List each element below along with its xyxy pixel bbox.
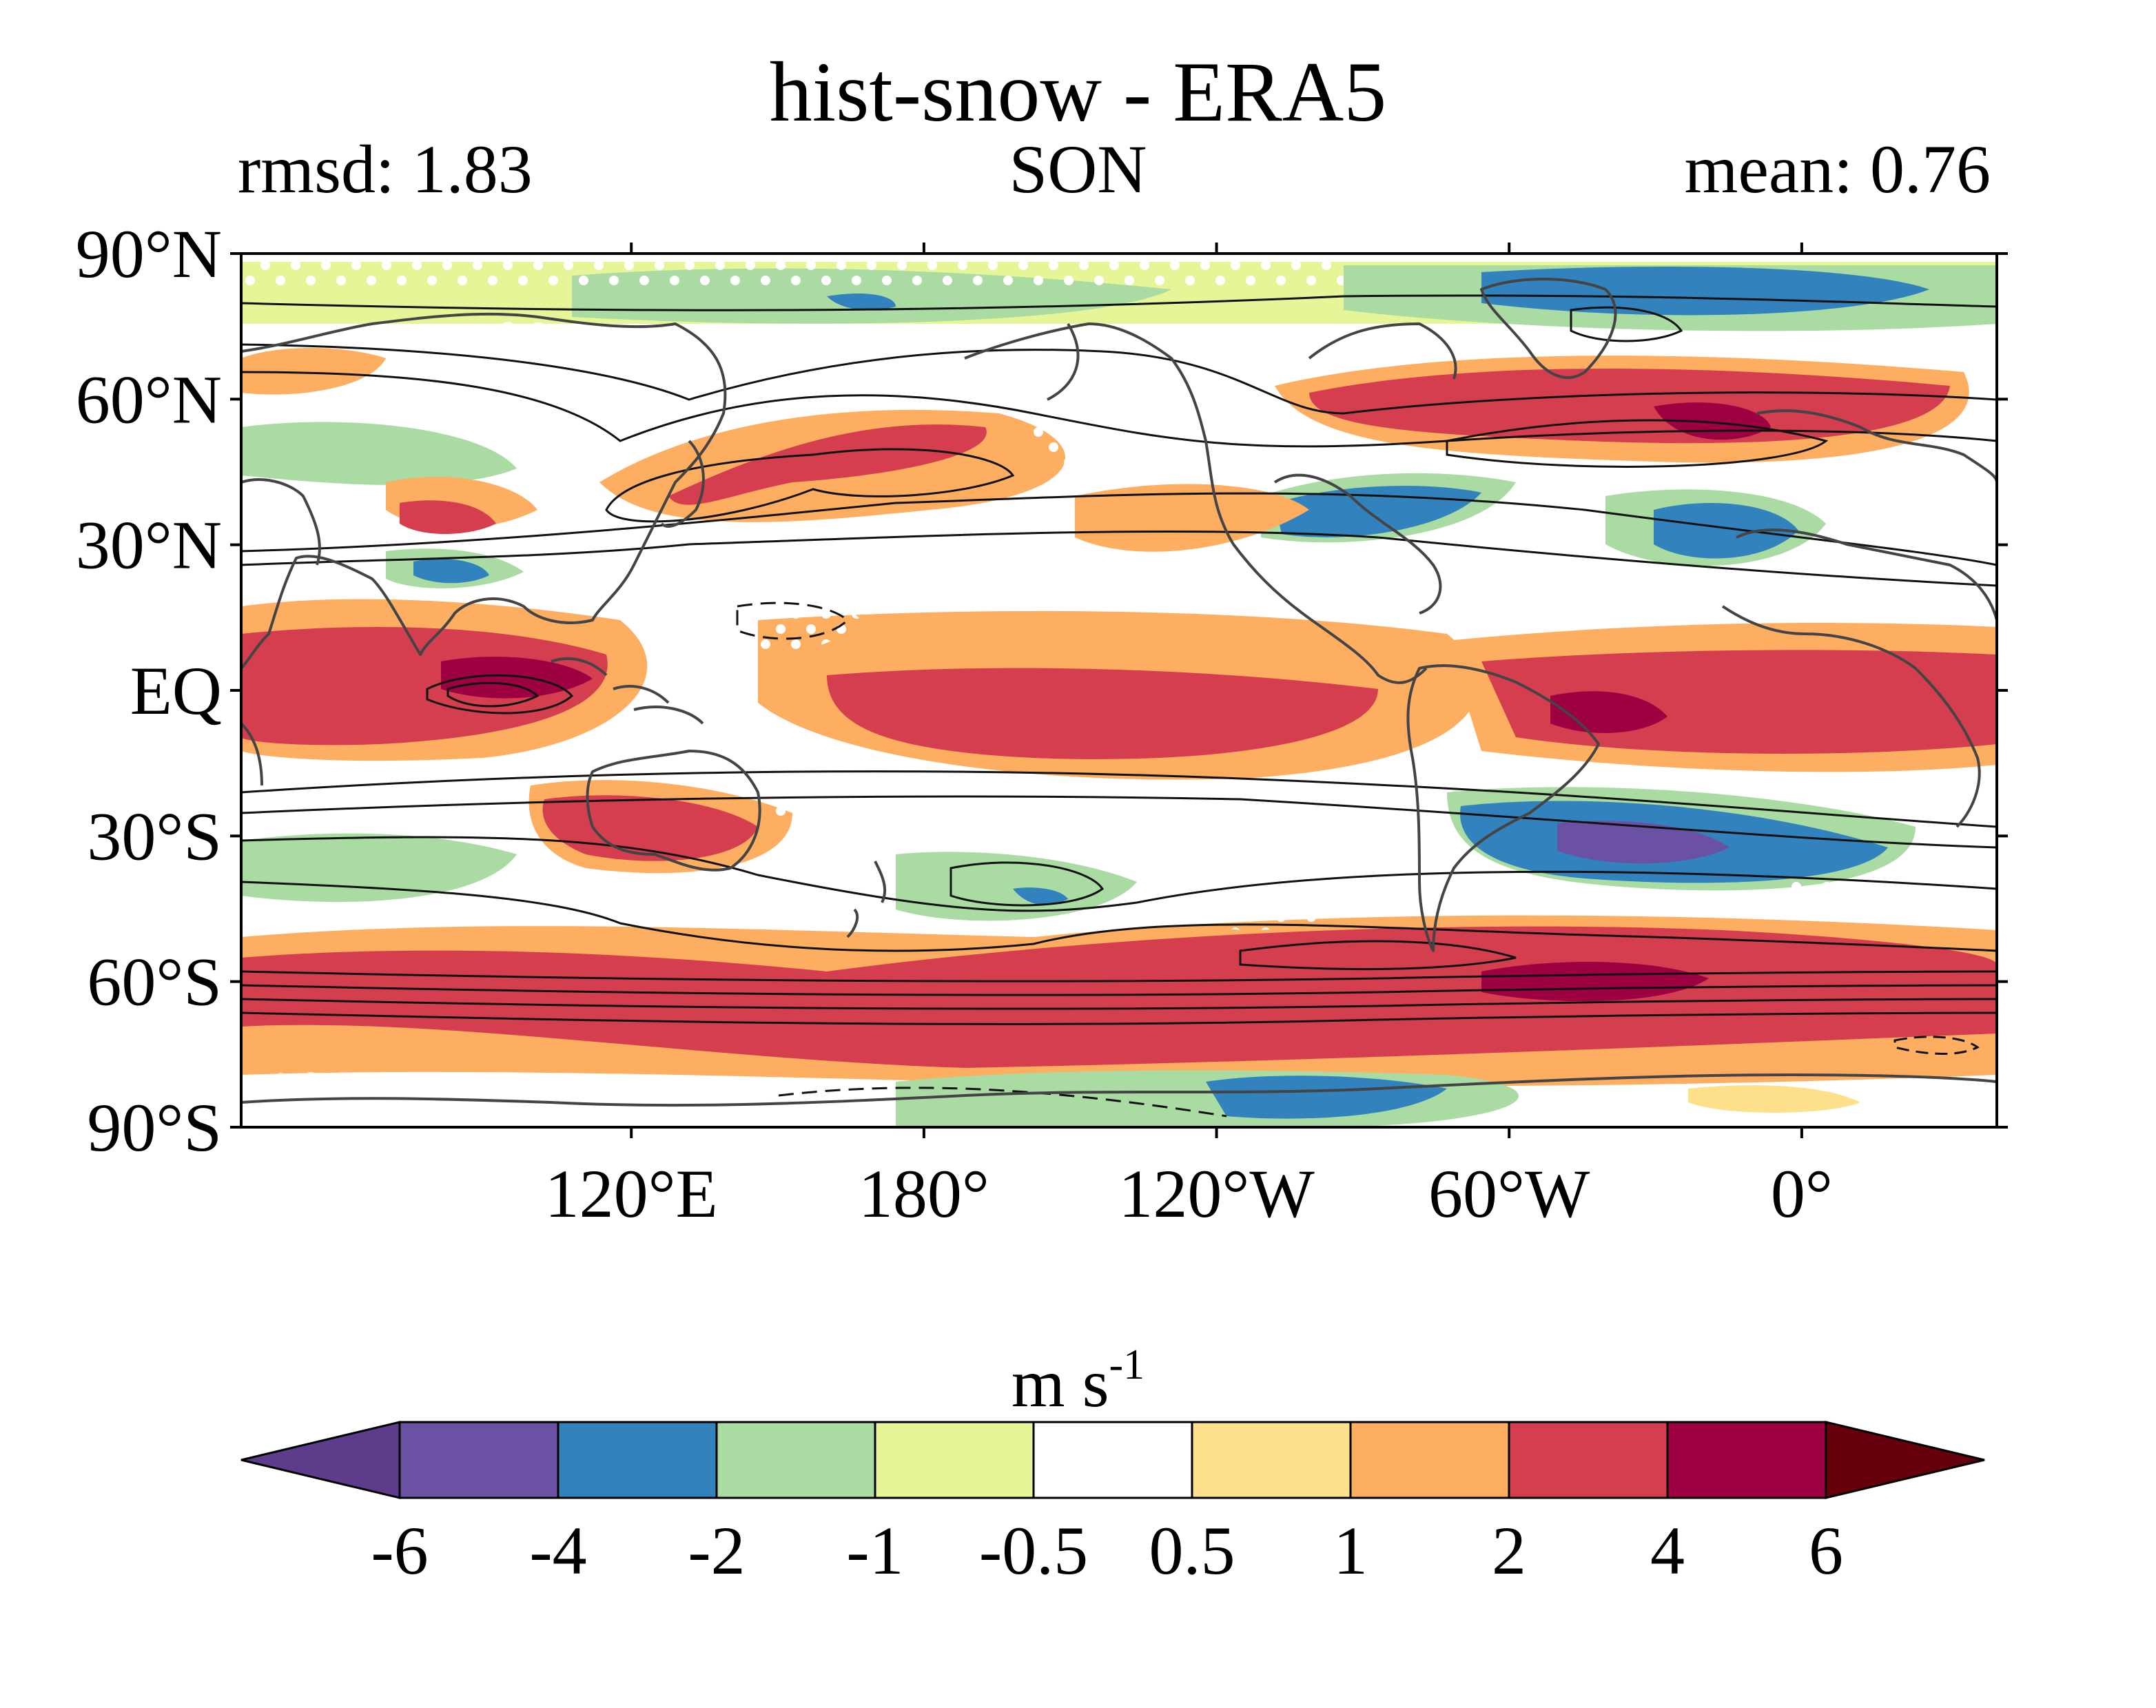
colorbar-tick-label: -0.5 <box>979 1512 1088 1589</box>
lat-label: 60°N <box>76 361 222 438</box>
shade-pac-red <box>827 668 1378 759</box>
shade-asia-green <box>241 422 517 485</box>
colorbar-swatch <box>1349 1421 1510 1499</box>
shade-io-darkred <box>441 657 593 699</box>
colorbar-swatch <box>557 1421 718 1499</box>
colorbar-tick-label: 4 <box>1650 1512 1685 1589</box>
shade-so-darkred <box>1481 962 1709 1002</box>
colorbar-tick-label: 2 <box>1492 1512 1526 1589</box>
colorbar-swatch <box>398 1421 559 1499</box>
shade-natl-blue <box>1654 503 1798 559</box>
lat-label: 30°N <box>76 507 222 584</box>
colorbar-tick-label: -1 <box>846 1512 903 1589</box>
lat-label: 60°S <box>87 944 222 1020</box>
colorbar-tick-label: 1 <box>1333 1512 1368 1589</box>
colorbar-units: m s-1 <box>1011 1341 1145 1421</box>
shade-greenland-blue <box>1481 267 1929 316</box>
coastlines <box>241 278 1997 1107</box>
colorbar-labels: -6 -4 -2 -1 -0.5 0.5 1 2 4 6 <box>371 1512 1843 1589</box>
shade-io-red <box>241 627 608 745</box>
shade-natl-red <box>1309 369 1950 444</box>
shade-arctic-blue-small <box>827 293 896 310</box>
lon-label: 0° <box>1771 1155 1833 1232</box>
axis-ticks <box>230 243 2008 1138</box>
lat-label: EQ <box>130 652 222 729</box>
colorbar-extend-low <box>240 1421 401 1499</box>
colorbar-tick-label: 0.5 <box>1149 1512 1235 1589</box>
shade-spac-blue <box>1013 887 1068 905</box>
colorbar-swatch <box>874 1421 1035 1499</box>
lon-label: 180° <box>859 1155 989 1232</box>
latitude-labels: 90°N 60°N 30°N EQ 30°S 60°S 90°S <box>76 216 222 1166</box>
colorbar-swatch <box>1508 1421 1669 1499</box>
colorbar-tick-label: 6 <box>1809 1512 1843 1589</box>
lat-label: 30°S <box>87 798 222 874</box>
climatology-contours <box>241 294 1997 1118</box>
shade-india-blue <box>413 559 489 584</box>
shade-npac-red <box>668 424 987 505</box>
lat-label: 90°N <box>76 216 222 292</box>
shade-ant-blue <box>1206 1076 1447 1119</box>
colorbar <box>240 1421 1985 1499</box>
rmsd-annotation: rmsd: 1.83 <box>238 131 533 207</box>
colorbar-extend-high <box>1825 1421 1985 1499</box>
shade-nh-orange-west <box>241 348 386 395</box>
shade-so-red <box>241 926 1997 1068</box>
shade-satl-purple <box>1557 821 1729 864</box>
shade-spac-green <box>896 852 1137 921</box>
shade-ant-yellow <box>1688 1085 1860 1113</box>
lon-label: 120°W <box>1118 1155 1315 1232</box>
mean-annotation: mean: 0.76 <box>1684 131 1991 207</box>
lon-label: 60°W <box>1428 1155 1590 1232</box>
colorbar-swatch <box>1666 1421 1827 1499</box>
colorbar-swatch <box>1032 1421 1193 1499</box>
colorbar-tick-label: -6 <box>371 1512 428 1589</box>
colorbar-tick-label: -2 <box>688 1512 745 1589</box>
significance-stippling <box>241 262 1964 1113</box>
colorbar-swatch <box>1191 1421 1352 1499</box>
colorbar-swatch <box>715 1421 876 1499</box>
shade-epac-orange <box>1075 484 1309 552</box>
colorbar-tick-label: -4 <box>529 1512 586 1589</box>
longitude-labels: 120°E 180° 120°W 60°W 0° <box>545 1155 1833 1232</box>
map-panel <box>241 254 1997 1127</box>
season-annotation: SON <box>1009 131 1147 207</box>
anomaly-shading <box>241 262 1997 1127</box>
shade-asia-red <box>400 500 496 534</box>
lat-label: 90°S <box>87 1089 222 1166</box>
plot-title: hist-snow - ERA5 <box>769 45 1387 139</box>
lon-label: 120°E <box>545 1155 718 1232</box>
